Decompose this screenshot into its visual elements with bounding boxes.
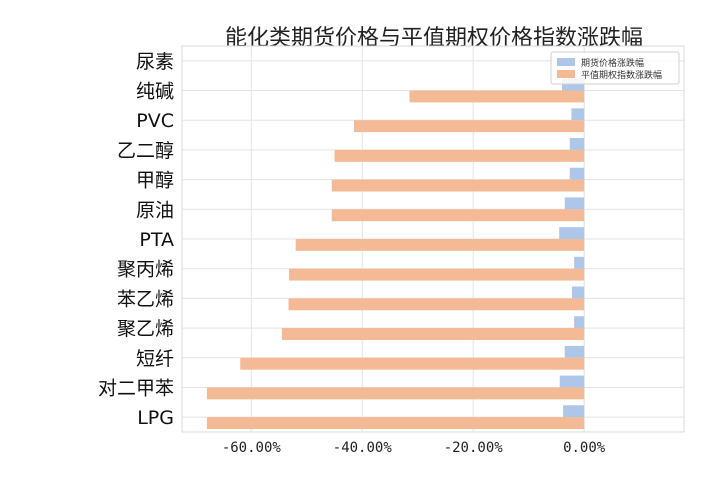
- bar-futures-2: [571, 108, 585, 121]
- category-label: PTA: [139, 229, 174, 251]
- category-label: 原油: [136, 199, 174, 221]
- bars: [206, 78, 585, 430]
- legend-swatch: [557, 70, 575, 78]
- category-label: 乙二醇: [117, 140, 174, 162]
- category-label: 纯碱: [136, 81, 174, 103]
- legend-swatch: [557, 58, 575, 66]
- bar-option-10: [240, 357, 585, 370]
- category-label: LPG: [137, 407, 174, 429]
- x-tick-label: 0.00%: [563, 440, 606, 456]
- category-label: 对二甲苯: [98, 377, 174, 399]
- legend-box: [550, 51, 680, 85]
- bar-option-8: [288, 298, 585, 311]
- bar-futures-7: [574, 256, 585, 269]
- bar-option-7: [289, 268, 585, 281]
- x-tick-label: -40.00%: [333, 440, 393, 456]
- bar-option-4: [331, 179, 585, 192]
- category-label: 聚乙烯: [117, 318, 174, 340]
- x-tick-label: -20.00%: [444, 440, 504, 456]
- bar-futures-10: [564, 345, 585, 358]
- category-label: 聚丙烯: [117, 259, 174, 281]
- bar-option-12: [206, 417, 585, 430]
- bar-option-6: [295, 239, 585, 251]
- bar-option-1: [409, 90, 585, 103]
- bar-futures-8: [571, 286, 585, 299]
- bar-futures-6: [559, 227, 585, 239]
- bar-futures-11: [559, 375, 585, 388]
- x-tick-labels: -60.00% -40.00% -20.00% 0.00%: [222, 440, 606, 456]
- bar-futures-5: [564, 197, 585, 210]
- legend-label: 平值期权指数涨跌幅: [581, 69, 662, 81]
- category-label: 尿素: [136, 51, 174, 73]
- bar-futures-4: [569, 167, 585, 180]
- bar-option-3: [334, 149, 585, 162]
- category-label: 短纤: [136, 348, 174, 370]
- bar-futures-12: [563, 405, 585, 418]
- category-label: 甲醇: [136, 170, 174, 192]
- bar-option-9: [281, 328, 585, 340]
- category-label: PVC: [136, 110, 174, 132]
- bar-option-5: [331, 209, 585, 222]
- bar-option-11: [206, 387, 585, 400]
- bar-futures-3: [569, 138, 585, 150]
- legend-label: 期货价格涨跌幅: [581, 57, 644, 69]
- bar-futures-1: [561, 78, 585, 91]
- x-tick-label: -60.00%: [222, 440, 282, 456]
- category-label: 苯乙烯: [117, 288, 174, 310]
- bar-option-2: [353, 120, 585, 133]
- bar-futures-9: [574, 316, 585, 329]
